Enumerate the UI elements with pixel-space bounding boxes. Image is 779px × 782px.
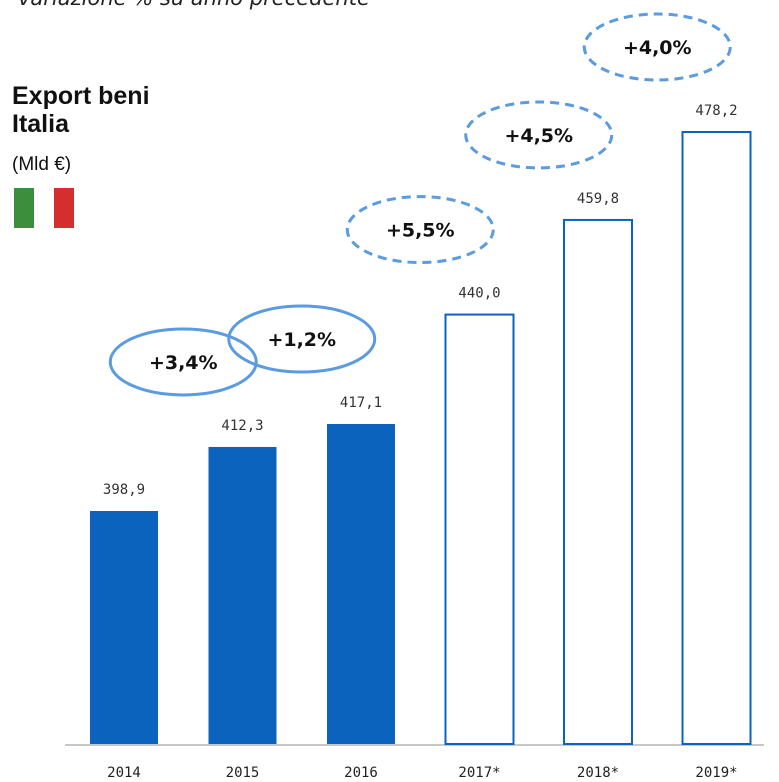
data-label: 417,1 <box>340 395 382 411</box>
x-tick-label: 2014 <box>107 765 141 781</box>
data-label: 412,3 <box>221 418 263 434</box>
unit-label: (Mld €) <box>12 154 72 175</box>
chart-title: Export beni Italia <box>12 82 150 138</box>
flag-green-stripe <box>14 188 34 228</box>
data-label: 459,8 <box>577 191 619 207</box>
flag-white-stripe <box>34 188 54 228</box>
bar-2015 <box>208 446 277 744</box>
growth-ellipse <box>108 327 258 397</box>
bar-2014 <box>90 511 158 744</box>
bar-2018-forecast <box>563 218 633 746</box>
bar-2017-forecast <box>444 313 515 745</box>
x-tick-label: 2017* <box>458 765 500 781</box>
bar-2016 <box>327 424 395 744</box>
growth-ellipse <box>582 12 732 82</box>
growth-annotation: +4,5% <box>504 125 573 147</box>
growth-annotation: +4,0% <box>623 37 692 59</box>
flag-red-stripe <box>54 188 74 228</box>
x-tick-label: 2019* <box>695 765 737 781</box>
x-tick-label: 2016 <box>344 765 378 781</box>
growth-annotation: +1,2% <box>267 329 336 351</box>
chart-subtitle: variazione % su anno precedente <box>18 0 370 10</box>
growth-ellipse <box>227 304 377 374</box>
x-tick-label: 2018* <box>577 765 619 781</box>
title-line-2: Italia <box>12 110 69 138</box>
growth-ellipse <box>464 100 614 170</box>
italy-flag-icon <box>14 188 74 228</box>
growth-annotation: +5,5% <box>386 220 455 242</box>
data-label: 398,9 <box>103 482 145 498</box>
data-label: 478,2 <box>695 103 737 119</box>
growth-ellipse <box>345 195 495 265</box>
title-line-1: Export beni <box>12 82 150 110</box>
growth-annotation: +3,4% <box>149 352 218 374</box>
x-tick-label: 2015 <box>226 765 260 781</box>
data-label: 440,0 <box>458 286 500 302</box>
bar-2019-forecast <box>681 131 752 745</box>
